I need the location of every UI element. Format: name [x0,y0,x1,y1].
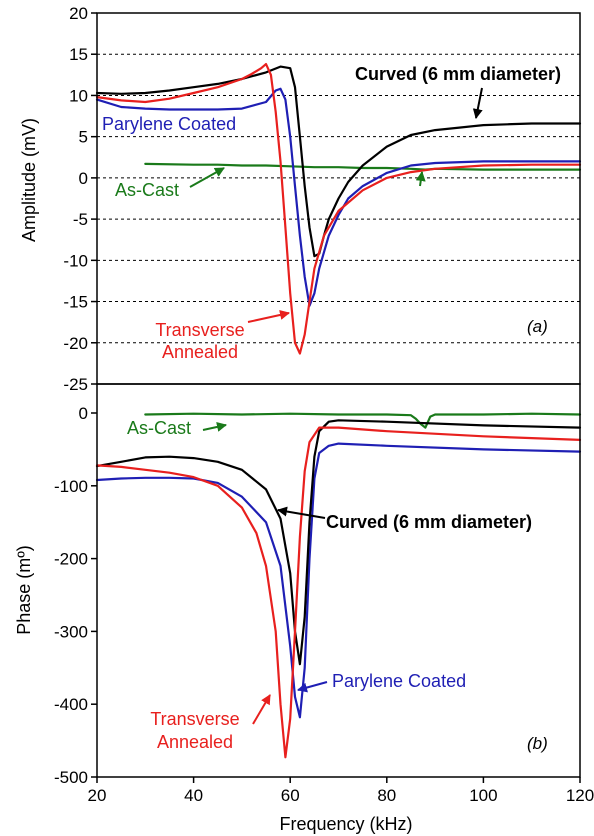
panel-amplitude: 20 15 10 5 0 -5 -10 -15 -20 -25 Curved (6 mm diam… [19,4,582,394]
amplitude-y-axis-label: Amplitude (mV) [19,118,39,242]
x-axis-label: Frequency (kHz) [279,814,412,834]
amplitude-annotations: Curved (6 mm diameter) Parylene Coated As-… [102,64,561,362]
amplitude-series-as-cast [144,162,582,171]
phase-series-as-cast [144,412,582,429]
phase-annotation-arrow [297,681,328,693]
x-tick-label: 100 [469,786,497,805]
amplitude-annotation-arrow [415,171,426,187]
phase-series-transverse [95,426,582,759]
amplitude-y-tick-label: 0 [79,169,88,188]
phase-y-tick-label: -100 [54,477,88,496]
x-tick-label: 60 [281,786,300,805]
phase-series-curved [95,419,582,666]
phase-annotation-transverse: Transverse [150,709,239,729]
amplitude-y-tick-label: 15 [69,45,88,64]
amplitude-annotation-arrow [472,87,483,119]
amplitude-y-tick-label: -25 [63,375,88,394]
phase-y-axis-label: Phase (mº) [14,545,34,635]
phase-annotation-arrow [252,694,271,725]
phase-y-ticks: 0 -100 -200 -300 -400 -500 [54,404,97,787]
x-tick-label: 40 [184,786,203,805]
phase-annotation-parylene: Parylene Coated [332,671,466,691]
amplitude-y-tick-label: 20 [69,4,88,23]
amplitude-y-tick-label: 10 [69,86,88,105]
amplitude-annotation-transverse: Transverse [155,320,244,340]
x-tick-label: 120 [566,786,594,805]
phase-panel-label: (b) [527,734,548,753]
amplitude-y-ticks: 20 15 10 5 0 -5 -10 -15 -20 -25 [63,4,97,394]
phase-annotations: As-Cast Curved (6 mm diameter) Parylene Co… [127,418,532,752]
x-tick-label: 20 [88,786,107,805]
phase-y-tick-label: -300 [54,622,88,641]
amplitude-series-curved [95,65,582,258]
amplitude-y-tick-label: 5 [79,128,88,147]
amplitude-gridlines [97,12,580,344]
phase-annotation-curved: Curved (6 mm diameter) [326,512,532,532]
phase-annotation-arrow [202,422,227,432]
phase-y-tick-label: -200 [54,550,88,569]
amplitude-annotation-arrow [247,310,290,323]
amplitude-annotation-curved: Curved (6 mm diameter) [355,64,561,84]
phase-series-parylene [95,442,582,719]
amplitude-annotation-transverse-line2: Annealed [162,342,238,362]
amplitude-y-tick-label: -5 [73,210,88,229]
phase-series [95,412,582,759]
amplitude-annotation-as-cast: As-Cast [115,180,179,200]
amplitude-y-tick-label: -10 [63,251,88,270]
panel-phase: 0 -100 -200 -300 -400 -500 20 40 60 80 100 120 As-… [14,404,594,834]
amplitude-y-tick-label: -15 [63,293,88,312]
phase-y-tick-label: 0 [79,404,88,423]
amplitude-panel-label: (a) [527,317,548,336]
phase-y-tick-label: -400 [54,695,88,714]
amplitude-series-parylene [95,87,582,307]
phase-y-tick-label: -500 [54,768,88,787]
amplitude-y-tick-label: -20 [63,334,88,353]
phase-x-ticks: 20 40 60 80 100 120 [88,777,594,805]
phase-annotation-transverse-line2: Annealed [157,732,233,752]
phase-plot-frame [96,383,581,778]
amplitude-annotation-parylene: Parylene Coated [102,114,236,134]
amplitude-series [95,62,582,355]
amplitude-series-transverse [95,62,582,355]
phase-annotation-as-cast: As-Cast [127,418,191,438]
amplitude-annotation-arrow [189,167,225,188]
x-tick-label: 80 [377,786,396,805]
phase-annotation-arrow [277,506,326,519]
